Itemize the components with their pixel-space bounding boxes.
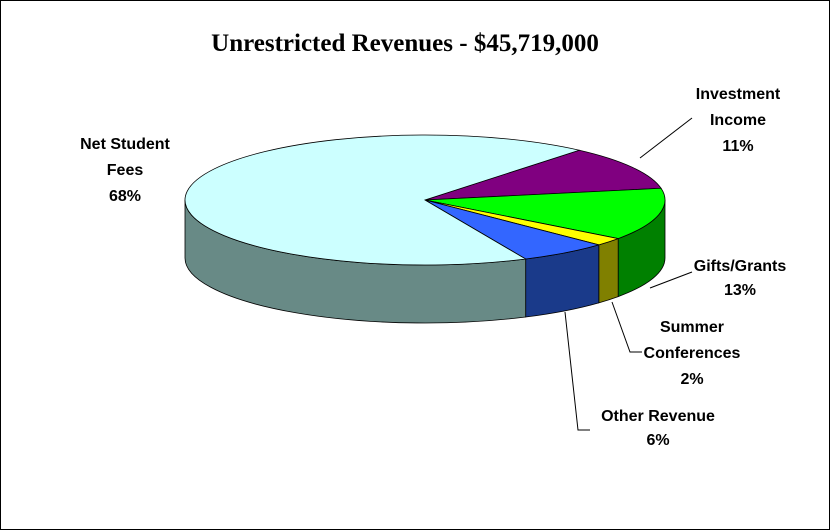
- slice-label: Net Student Fees 68%: [65, 132, 185, 210]
- slice: [184, 134, 581, 266]
- chart-title: Unrestricted Revenues - $45,719,000: [211, 30, 599, 57]
- leader-line: [564, 311, 590, 431]
- slice-name: Investment Income: [695, 86, 781, 129]
- slice-label: Summer Conferences 2%: [637, 315, 747, 393]
- slice-name: Gifts/Grants: [693, 258, 787, 275]
- slice-label: Other Revenue 6%: [578, 405, 738, 453]
- slice-label: Gifts/Grants 13%: [680, 255, 800, 303]
- slice-name: Other Revenue: [601, 408, 715, 425]
- leader-lines: [564, 117, 693, 431]
- pie-tops: [184, 134, 666, 266]
- slice-value: 11%: [722, 138, 754, 155]
- leader-line: [639, 117, 693, 159]
- slice-label: Investment Income 11%: [688, 82, 788, 160]
- slice-side: [598, 237, 619, 304]
- slice-name: Net Student Fees: [80, 136, 170, 179]
- slice-name: Summer Conferences: [643, 319, 741, 362]
- pie: [184, 134, 666, 324]
- slice-value: 68%: [108, 188, 142, 205]
- slice-value: 6%: [646, 432, 670, 449]
- slice: [424, 149, 662, 201]
- slice-value: 13%: [723, 282, 757, 299]
- leader-line: [611, 301, 642, 353]
- slice-value: 2%: [680, 371, 704, 388]
- slice: [424, 187, 666, 239]
- leader-line: [649, 271, 693, 289]
